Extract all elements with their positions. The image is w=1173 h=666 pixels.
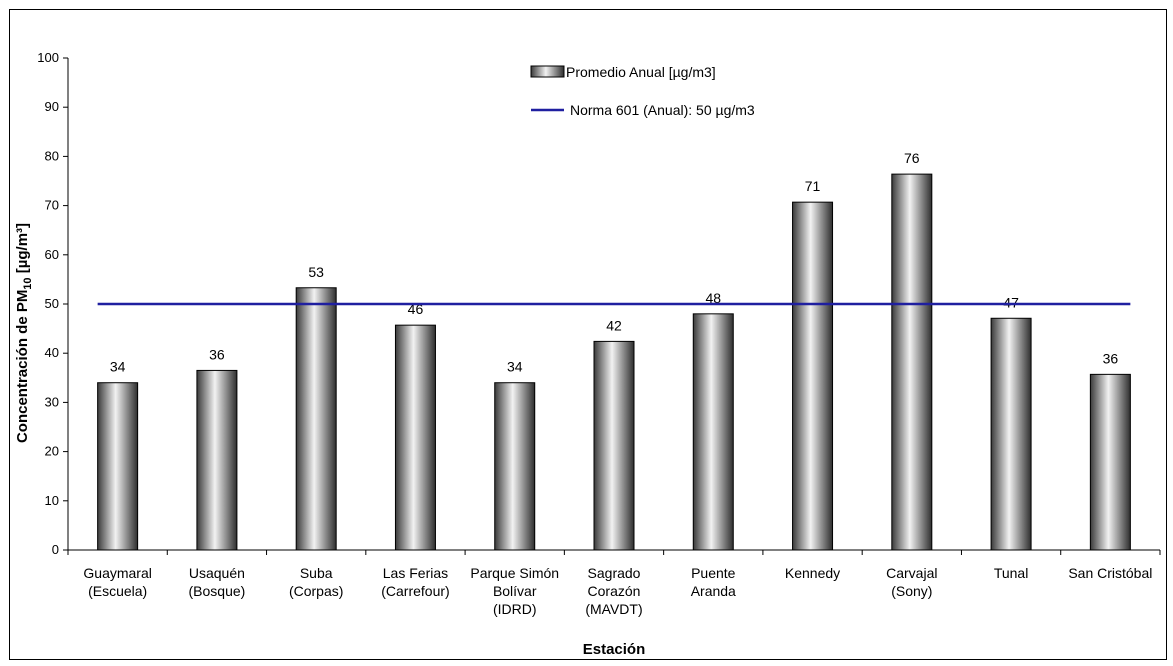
bar: [891, 173, 933, 551]
y-axis-title-unit: [µg/m³]: [14, 223, 31, 277]
x-tick-label: Suba (Corpas): [289, 565, 343, 599]
bar-data-label: 34: [110, 359, 126, 375]
bar-data-label: 76: [904, 150, 920, 166]
x-tick-label-line: (Bosque): [189, 583, 246, 599]
x-tick-label-line: (IDRD): [493, 601, 537, 617]
bar: [394, 324, 436, 551]
y-tick-label: 60: [45, 247, 59, 262]
bar-data-label: 71: [805, 178, 821, 194]
x-tick-label-line: (Sony): [891, 583, 932, 599]
x-tick-label: Kennedy: [785, 565, 840, 581]
x-tick-label-line: Aranda: [691, 583, 736, 599]
bar: [593, 340, 635, 551]
y-axis-title-subscript: 10: [22, 277, 34, 289]
y-tick-label: 90: [45, 99, 59, 114]
x-tick-label-line: (Corpas): [289, 583, 343, 599]
legend-bar-label: Promedio Anual [µg/m3]: [566, 64, 716, 80]
x-tick-label-line: Puente: [691, 565, 736, 581]
x-axis-title: Estación: [583, 641, 646, 658]
legend-line-label: Norma 601 (Anual): 50 µg/m3: [570, 102, 755, 118]
y-tick-label: 80: [45, 148, 59, 163]
x-tick-label: Carvajal (Sony): [886, 565, 937, 599]
x-tick-label-line: Carvajal: [886, 565, 937, 581]
x-tick-label-line: (MAVDT): [585, 601, 642, 617]
legend-bar-swatch: [530, 65, 565, 78]
y-tick-label: 0: [52, 542, 59, 557]
bar: [196, 369, 238, 551]
y-tick-label: 20: [45, 444, 59, 459]
x-tick-label-line: Parque Simón: [470, 565, 559, 581]
y-tick-label: 100: [37, 50, 59, 65]
x-tick-label: Las Ferias (Carrefour): [381, 565, 449, 599]
bar-data-label: 36: [209, 346, 225, 362]
bar: [494, 382, 536, 551]
x-tick-label: Sagrado Corazón (MAVDT): [585, 565, 642, 617]
y-axis-title: Concentración de PM10 [µg/m³]: [14, 223, 34, 443]
y-tick-label: 30: [45, 394, 59, 409]
bar-data-label: 48: [705, 290, 721, 306]
bar-data-label: 53: [308, 264, 324, 280]
y-tick-label: 10: [45, 493, 59, 508]
x-tick-label-line: Bolívar: [493, 583, 537, 599]
y-tick-label: 40: [45, 345, 59, 360]
bar: [295, 287, 337, 551]
x-tick-label: Usaquén (Bosque): [189, 565, 246, 599]
x-tick-label: Tunal: [994, 565, 1029, 581]
x-tick-label-line: Las Ferias: [383, 565, 448, 581]
chart-frame: [9, 9, 1167, 660]
bar-data-label: 34: [507, 359, 523, 375]
legend: Promedio Anual [µg/m3] Norma 601 (Anual)…: [530, 64, 755, 118]
x-tick-label-line: San Cristóbal: [1068, 565, 1152, 581]
x-tick-label-line: Kennedy: [785, 565, 840, 581]
x-tick-label-line: Sagrado: [588, 565, 641, 581]
bar: [692, 313, 734, 551]
y-axis-title-main: Concentración de PM: [14, 290, 31, 443]
bar-data-label: 36: [1103, 350, 1119, 366]
bar-data-label: 47: [1003, 294, 1019, 310]
x-tick-label: Puente Aranda: [691, 565, 736, 599]
x-tick-label-line: Corazón: [588, 583, 641, 599]
y-axis: 0 10 20 30 40 50 60 70 80 90 100: [37, 50, 69, 557]
bar: [97, 382, 139, 551]
bar: [1089, 373, 1131, 551]
bar-data-label: 42: [606, 317, 622, 333]
x-tick-label: San Cristóbal: [1068, 565, 1152, 581]
y-tick-label: 50: [45, 296, 59, 311]
x-tick-label-line: Suba: [300, 565, 333, 581]
bar: [792, 201, 834, 551]
x-tick-label-line: Guaymaral: [83, 565, 151, 581]
x-tick-label-line: (Escuela): [88, 583, 147, 599]
x-tick-label-line: Tunal: [994, 565, 1029, 581]
x-axis: Guaymaral (Escuela) Usaquén (Bosque) Suba (Co…: [67, 549, 1161, 617]
x-tick-label: Parque Simón Bolívar (IDRD): [470, 565, 559, 617]
x-tick-label-line: Usaquén: [189, 565, 245, 581]
x-tick-label: Guaymaral (Escuela): [83, 565, 151, 599]
x-tick-label-line: (Carrefour): [381, 583, 449, 599]
y-tick-label: 70: [45, 198, 59, 213]
bar: [990, 317, 1032, 551]
